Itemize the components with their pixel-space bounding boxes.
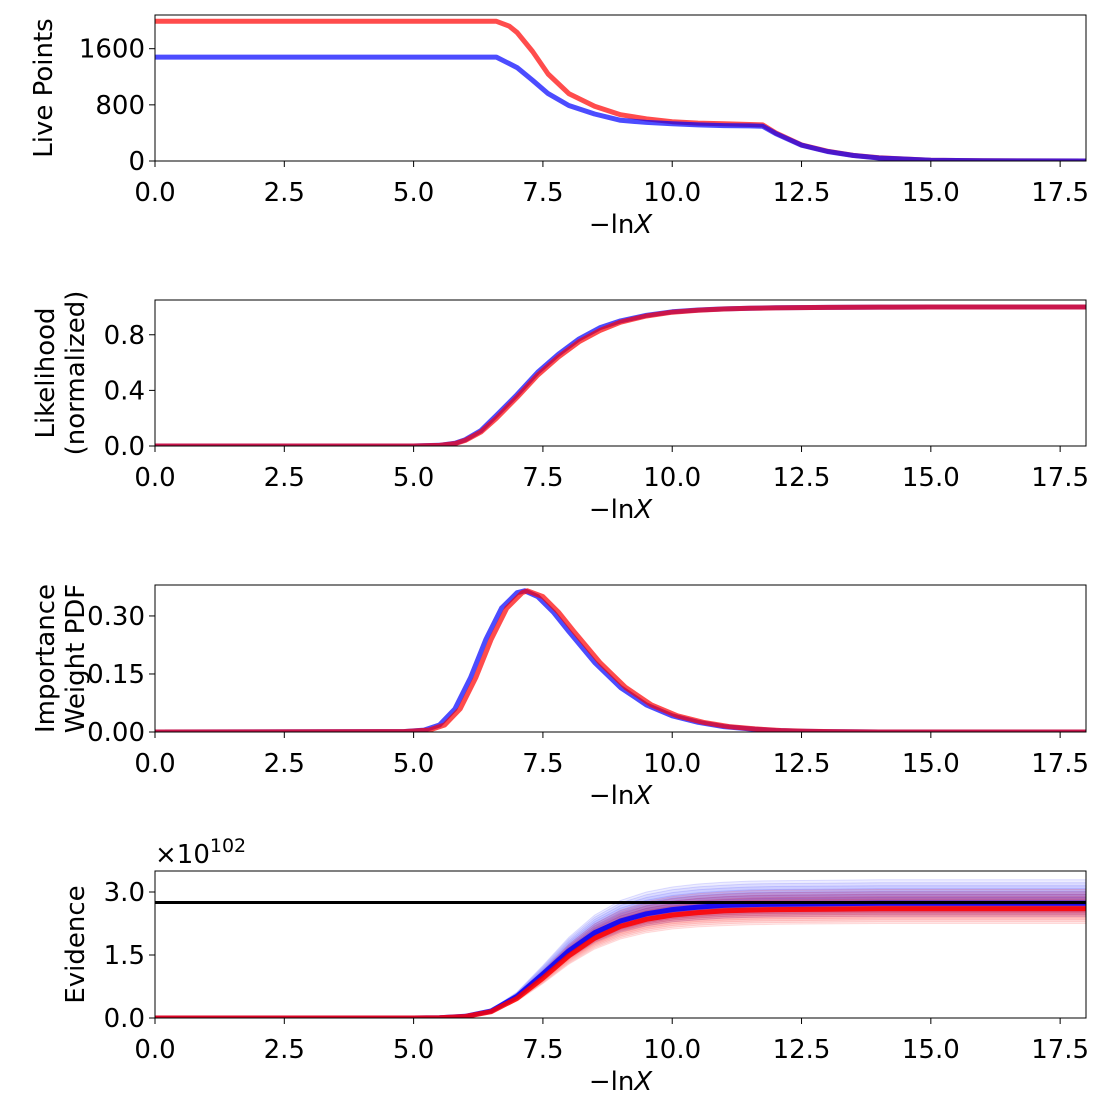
y-tick-label: 0.0 <box>104 432 145 462</box>
series-1-line <box>155 304 1086 446</box>
x-tick-label: 10.0 <box>643 1035 701 1065</box>
y-axis-label-line-1: Importance <box>31 584 61 733</box>
panel-1: 0.0 2.5 5.0 7.5 10.0 12.5 15.0 17.5 0 800 1600 −lnX… <box>29 14 1089 240</box>
x-axis-label: −lnX <box>589 781 654 811</box>
y-tick-label: 0.8 <box>104 321 145 351</box>
y-tick-label: 0.30 <box>87 602 145 632</box>
x-tick-label: 12.5 <box>773 463 831 493</box>
x-tick-label: 10.0 <box>643 463 701 493</box>
x-tick-label: 0.0 <box>134 749 175 779</box>
x-axis-label: −lnX <box>589 495 654 525</box>
series-2-mean-line <box>155 906 1086 1018</box>
x-tick-label: 7.5 <box>522 1035 563 1065</box>
y-tick-label: 0.0 <box>104 1004 145 1034</box>
panel-3-frame <box>154 584 1087 733</box>
series-1-line <box>155 588 1086 732</box>
x-tick-label: 2.5 <box>264 178 305 208</box>
x-tick-label: 2.5 <box>264 1035 305 1065</box>
x-tick-label: 5.0 <box>393 749 434 779</box>
panel-3-plot-area <box>155 588 1086 732</box>
series-2-line <box>155 304 1086 446</box>
x-tick-label: 5.0 <box>393 463 434 493</box>
y-axis-label-line-1: Likelihood <box>31 307 61 438</box>
y-offset-label: ×10102 <box>155 835 246 870</box>
panel-2: 0.0 2.5 5.0 7.5 10.0 12.5 15.0 17.5 0.0 0.4 0.8 −ln… <box>31 291 1089 525</box>
x-tick-label: 12.5 <box>773 1035 831 1065</box>
x-tick-label: 15.0 <box>902 749 960 779</box>
x-tick-label: 17.5 <box>1031 463 1089 493</box>
x-tick-label: 7.5 <box>522 463 563 493</box>
y-tick-label: 0.15 <box>87 660 145 690</box>
x-tick-label: 5.0 <box>393 178 434 208</box>
x-tick-label: 0.0 <box>134 178 175 208</box>
x-tick-label: 17.5 <box>1031 749 1089 779</box>
panel-1-plot-area <box>155 18 1086 161</box>
x-tick-label: 12.5 <box>773 749 831 779</box>
panel-2-frame <box>154 299 1087 447</box>
x-tick-label: 10.0 <box>643 178 701 208</box>
x-tick-label: 7.5 <box>522 178 563 208</box>
x-tick-label: 17.5 <box>1031 178 1089 208</box>
y-axis-label: Evidence <box>61 885 91 1003</box>
y-axis-label: Live Points <box>29 18 59 157</box>
series-2-line <box>155 588 1086 732</box>
x-tick-label: 15.0 <box>902 1035 960 1065</box>
y-tick-label: 1600 <box>79 35 145 65</box>
x-tick-label: 0.0 <box>134 463 175 493</box>
x-tick-label: 12.5 <box>773 178 831 208</box>
series-1-line <box>155 18 1086 161</box>
y-tick-label: 0.00 <box>87 718 145 748</box>
y-tick-label: 1.5 <box>104 941 145 971</box>
x-axis-label: −lnX <box>589 210 654 240</box>
x-tick-label: 2.5 <box>264 463 305 493</box>
y-tick-label: 0 <box>128 147 145 177</box>
x-axis-label: −lnX <box>589 1067 654 1097</box>
panel-4-plot-area <box>155 879 1086 1018</box>
x-tick-label: 15.0 <box>902 178 960 208</box>
x-tick-label: 15.0 <box>902 463 960 493</box>
panel-4: 0.0 2.5 5.0 7.5 10.0 12.5 15.0 17.5 0.0 1.5 3.0 −ln… <box>61 835 1089 1097</box>
panel-1-frame <box>154 14 1087 162</box>
x-tick-label: 5.0 <box>393 1035 434 1065</box>
x-tick-label: 17.5 <box>1031 1035 1089 1065</box>
x-tick-label: 2.5 <box>264 749 305 779</box>
series-2-line <box>155 54 1086 161</box>
panel-4-frame <box>154 870 1087 1019</box>
x-tick-label: 7.5 <box>522 749 563 779</box>
x-tick-label: 10.0 <box>643 749 701 779</box>
x-tick-label: 0.0 <box>134 1035 175 1065</box>
y-axis-label-line-2: Weight PDF <box>61 584 91 734</box>
panel-3: 0.0 2.5 5.0 7.5 10.0 12.5 15.0 17.5 0.00 0.15 0.30… <box>31 584 1089 811</box>
panel-2-plot-area <box>155 304 1086 446</box>
y-tick-label: 3.0 <box>104 878 145 908</box>
y-tick-label: 0.4 <box>104 376 145 406</box>
y-axis-label-line-2: (normalized) <box>61 291 91 456</box>
series-2-band-8 <box>155 889 1086 1018</box>
y-tick-label: 800 <box>95 91 145 121</box>
